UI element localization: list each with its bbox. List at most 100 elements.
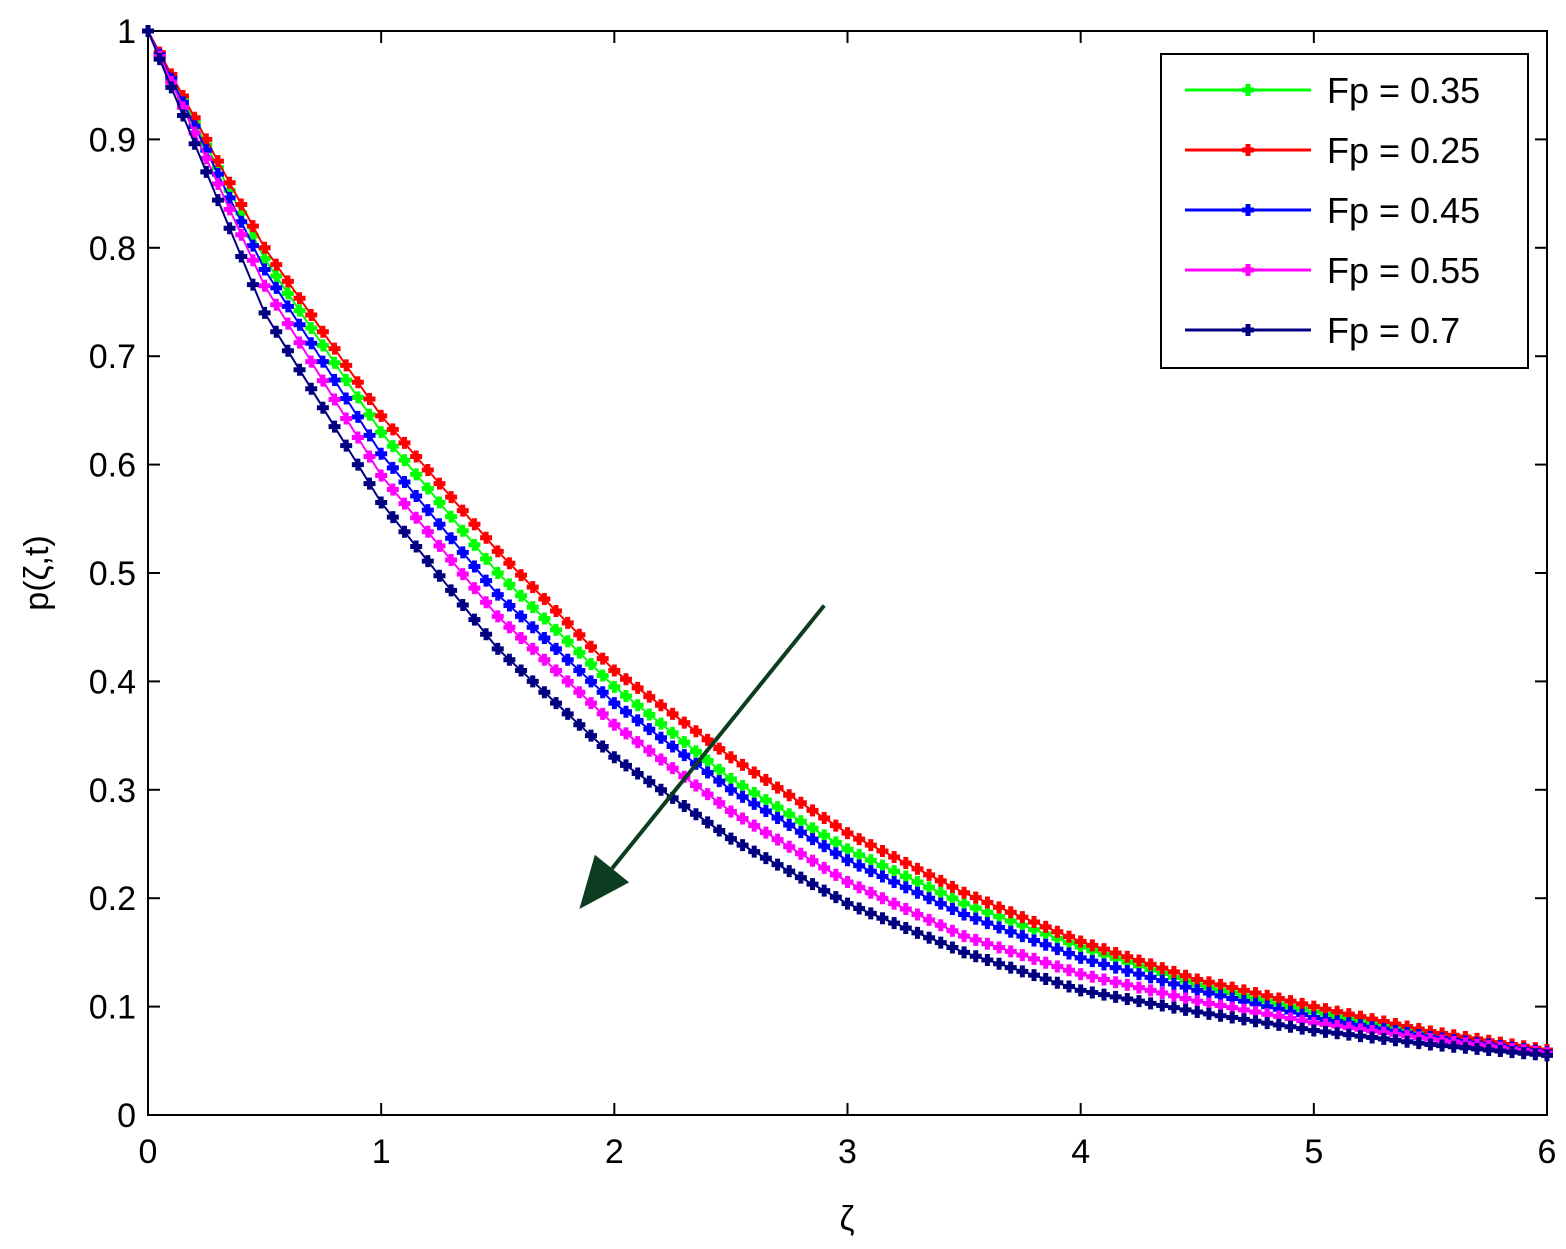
series-marker — [969, 912, 982, 925]
series-marker — [899, 903, 912, 916]
series-marker — [934, 886, 947, 899]
series-marker — [410, 540, 423, 553]
series-group — [142, 25, 1553, 1062]
series-marker — [701, 816, 714, 829]
series-marker — [1167, 977, 1180, 990]
series-marker — [946, 903, 959, 916]
series-marker — [829, 847, 842, 860]
series-marker — [445, 532, 458, 545]
series-marker — [853, 902, 866, 915]
series-marker — [888, 865, 901, 878]
series-marker — [1144, 984, 1157, 997]
series-marker — [573, 646, 586, 659]
series-marker — [246, 239, 259, 252]
series-marker — [1109, 961, 1122, 974]
series-marker — [503, 653, 516, 666]
series-marker — [969, 901, 982, 914]
series-marker — [981, 917, 994, 930]
series-marker — [142, 25, 154, 37]
series-marker — [235, 228, 248, 241]
series-marker — [794, 815, 807, 828]
series-marker — [736, 790, 749, 803]
series-marker — [270, 269, 283, 282]
series-marker — [1039, 972, 1052, 985]
series-marker — [596, 652, 609, 665]
series-marker — [701, 766, 714, 779]
legend-entry: Fp = 0.7 — [1185, 310, 1460, 351]
series-marker — [1004, 945, 1017, 958]
series-marker — [480, 552, 493, 565]
series-marker — [818, 811, 831, 824]
series-marker — [480, 596, 493, 609]
series-marker — [1004, 925, 1017, 938]
series-marker — [771, 858, 784, 871]
series-marker — [1401, 1035, 1414, 1048]
series-marker — [1447, 1040, 1460, 1053]
series-marker — [468, 582, 481, 595]
legend-marker — [1242, 204, 1254, 216]
series-marker — [515, 610, 528, 623]
series-marker — [340, 374, 353, 387]
series-marker — [1121, 950, 1134, 963]
series-marker — [1016, 949, 1029, 962]
series-marker — [818, 840, 831, 853]
series-marker — [736, 758, 749, 771]
series-marker — [573, 686, 586, 699]
series-3 — [142, 25, 1553, 1060]
series-marker — [526, 621, 539, 634]
series-marker — [631, 736, 644, 749]
series-marker — [1097, 973, 1110, 986]
series-marker — [888, 851, 901, 864]
x-tick-label: 0 — [139, 1133, 158, 1171]
series-marker — [619, 727, 632, 740]
series-marker — [281, 317, 294, 330]
series-marker — [1296, 997, 1309, 1010]
series-marker — [619, 690, 632, 703]
series-marker — [1272, 992, 1285, 1005]
series-marker — [1109, 990, 1122, 1003]
series-marker — [538, 593, 551, 606]
y-tick-label: 0 — [117, 1097, 136, 1135]
series-marker — [328, 374, 341, 387]
series-marker — [363, 429, 376, 442]
annotations — [579, 604, 826, 910]
series-marker — [596, 686, 609, 699]
series-marker — [713, 824, 726, 837]
series-marker — [923, 892, 936, 905]
series-marker — [596, 669, 609, 682]
series-marker — [643, 744, 656, 757]
series-marker — [211, 177, 224, 190]
series-marker — [1016, 965, 1029, 978]
series-marker — [654, 753, 667, 766]
series-marker — [1202, 987, 1215, 1000]
series-marker — [783, 808, 796, 821]
series-marker — [654, 699, 667, 712]
series-marker — [1109, 976, 1122, 989]
series-marker — [398, 454, 411, 467]
series-marker — [398, 525, 411, 538]
series-marker — [503, 599, 516, 612]
series-marker — [596, 740, 609, 753]
legend-entry: Fp = 0.55 — [1185, 250, 1480, 291]
series-marker — [759, 852, 772, 865]
series-marker — [1494, 1045, 1507, 1058]
series-marker — [1074, 984, 1087, 997]
series-marker — [829, 836, 842, 849]
series-marker — [864, 907, 877, 920]
series-marker — [1051, 943, 1064, 956]
series-marker — [654, 731, 667, 744]
series-marker — [794, 796, 807, 809]
series-marker — [386, 483, 399, 496]
series-marker — [724, 772, 737, 785]
series-marker — [678, 716, 691, 729]
series-marker — [853, 848, 866, 861]
legend-label: Fp = 0.7 — [1327, 310, 1460, 351]
series-marker — [981, 896, 994, 909]
series-marker — [456, 598, 469, 611]
series-marker — [969, 933, 982, 946]
series-marker — [1097, 958, 1110, 971]
series-marker — [748, 766, 761, 779]
series-marker — [608, 680, 621, 693]
series-marker — [258, 263, 271, 276]
